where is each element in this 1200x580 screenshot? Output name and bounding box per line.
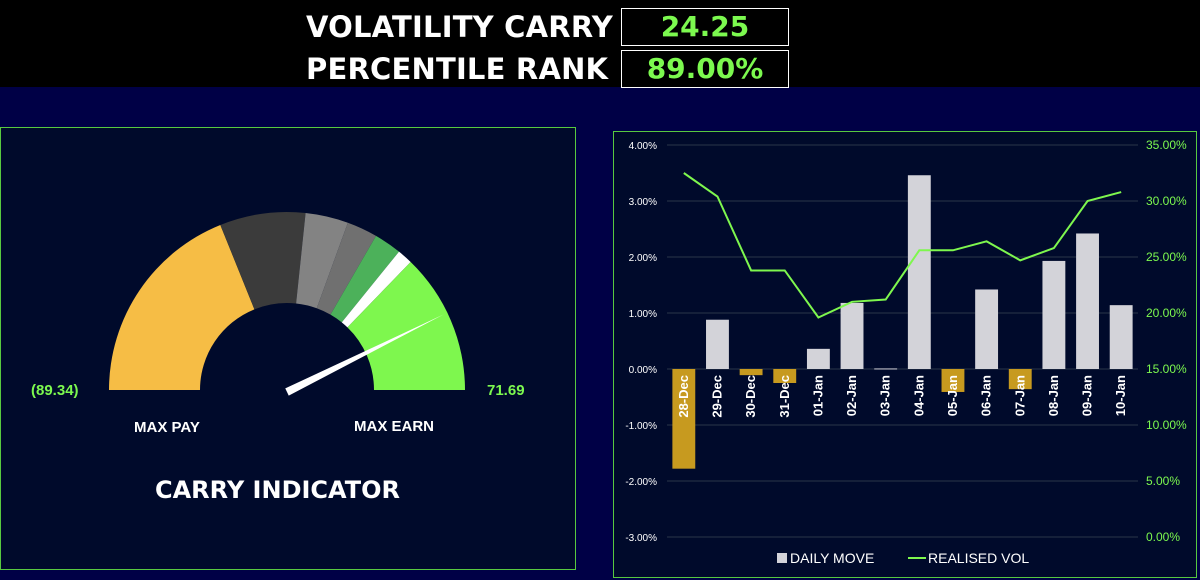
header-bar: VOLATILITY CARRY 24.25 PERCENTILE RANK 8…	[0, 0, 1200, 88]
carry-indicator-title: CARRY INDICATOR	[154, 476, 400, 504]
daily-move-bar	[672, 369, 696, 469]
y-left-tick-label: -2.00%	[625, 477, 657, 488]
carry-indicator-panel: (89.34) 71.69 MAX PAY MAX EARN CARRY IND…	[0, 127, 576, 570]
daily-move-bar	[1042, 260, 1066, 369]
y-left-tick-label: 3.00%	[629, 197, 657, 208]
volatility-carry-label: VOLATILITY CARRY	[306, 10, 613, 44]
gauge-segment-pay	[109, 224, 255, 390]
y-right-tick-label: 30.00%	[1146, 194, 1187, 208]
realised-vol-line	[683, 172, 1122, 319]
y-left-tick-label: 4.00%	[629, 141, 657, 152]
y-right-tick-label: 0.00%	[1146, 530, 1180, 544]
gauge-segment-light-green	[330, 235, 400, 323]
x-category-label: 09-Jan	[1080, 375, 1095, 416]
gauge-segment-mid	[296, 212, 348, 309]
gauge-segment-white	[341, 251, 411, 328]
x-category-label: 31-Dec	[777, 375, 792, 418]
daily-move-bar	[773, 369, 797, 383]
legend-daily-move-swatch	[777, 553, 787, 563]
volatility-carry-value: 24.25	[621, 8, 789, 46]
daily-move-chart-panel: 4.00% 3.00% 2.00% 1.00% 0.00% -1.00% -2.00% -3.…	[613, 131, 1197, 578]
daily-move-bar	[806, 348, 830, 369]
x-category-label: 29-Dec	[709, 375, 724, 418]
daily-move-bar	[874, 368, 898, 370]
percentile-rank-value: 89.00%	[621, 50, 789, 88]
daily-move-bar	[907, 175, 931, 369]
daily-move-bar	[1008, 369, 1032, 390]
y-right-tick-label: 10.00%	[1146, 418, 1187, 432]
daily-move-bar	[739, 369, 763, 376]
daily-move-bar	[1076, 233, 1099, 369]
daily-move-bar	[1109, 305, 1133, 369]
y-left-tick-label: 1.00%	[629, 309, 657, 320]
x-category-label: 07-Jan	[1012, 375, 1027, 416]
carry-gauge	[109, 212, 465, 396]
y-right-tick-label: 35.00%	[1146, 138, 1187, 152]
gauge-segment-earn	[347, 261, 465, 390]
y-left-tick-label: 0.00%	[629, 365, 657, 376]
legend-daily-move-label: DAILY MOVE	[790, 550, 874, 566]
daily-move-bar	[840, 302, 864, 369]
x-category-label: 28-Dec	[676, 375, 691, 418]
y-right-tick-label: 5.00%	[1146, 474, 1180, 488]
x-category-label: 10-Jan	[1113, 375, 1128, 416]
x-category-label: 04-Jan	[911, 375, 926, 416]
max-earn-caption: MAX EARN	[354, 418, 435, 435]
gauge-max-label: 71.69	[487, 382, 525, 399]
x-category-label: 01-Jan	[810, 375, 825, 416]
daily-move-bar	[975, 289, 999, 369]
gauge-segment-dark	[220, 212, 306, 310]
x-category-label: 03-Jan	[878, 375, 893, 416]
y-left-tick-label: -3.00%	[625, 533, 657, 544]
daily-move-bar	[941, 369, 965, 392]
x-category-label: 06-Jan	[979, 375, 994, 416]
legend-realised-vol-label: REALISED VOL	[928, 550, 1029, 566]
max-pay-caption: MAX PAY	[134, 419, 200, 436]
x-category-label: 05-Jan	[945, 375, 960, 416]
gauge-min-label: (89.34)	[31, 382, 79, 399]
gauge-segment-mid-2	[316, 222, 376, 315]
daily-move-bar	[706, 319, 729, 369]
y-right-tick-label: 15.00%	[1146, 362, 1187, 376]
percentile-rank-label: PERCENTILE RANK	[306, 52, 609, 86]
y-left-tick-label: -1.00%	[625, 421, 657, 432]
y-left-tick-label: 2.00%	[629, 253, 657, 264]
y-right-tick-label: 25.00%	[1146, 250, 1187, 264]
x-category-label: 02-Jan	[844, 375, 859, 416]
daily-move-chart: 4.00% 3.00% 2.00% 1.00% 0.00% -1.00% -2.00% -3.…	[625, 138, 1187, 566]
y-right-tick-label: 20.00%	[1146, 306, 1187, 320]
x-category-label: 30-Dec	[743, 375, 758, 418]
x-category-label: 08-Jan	[1046, 375, 1061, 416]
gauge-needle	[285, 314, 444, 396]
